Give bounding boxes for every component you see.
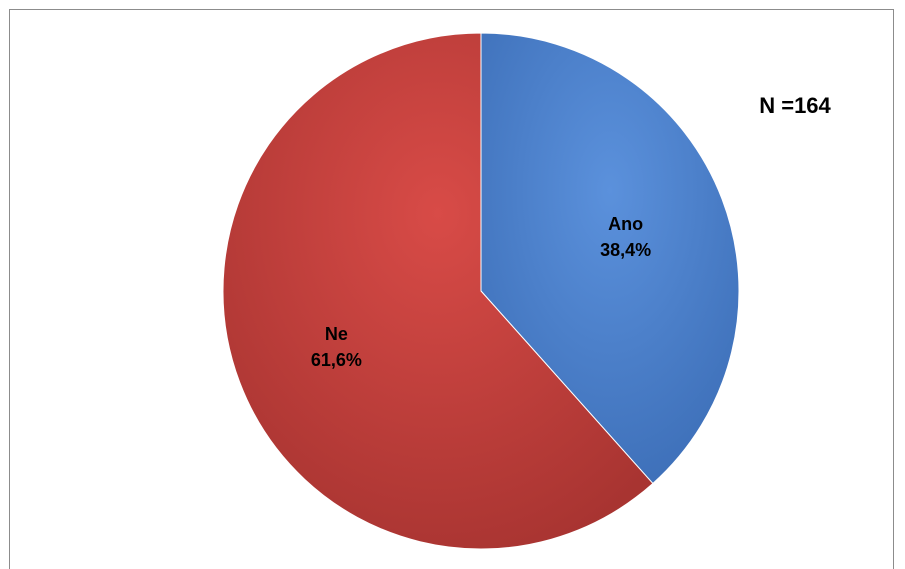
slice-category-label: Ano: [608, 214, 643, 234]
slice-value-label: 38,4%: [600, 240, 651, 260]
slice-value-label: 61,6%: [311, 350, 362, 370]
pie-slice-ne: [222, 32, 654, 550]
pie-slices: [222, 32, 740, 550]
slice-category-label: Ne: [325, 324, 348, 344]
slice-labels: Ano 38,4% Ne 61,6%: [311, 214, 651, 370]
pie-slice-ano: [480, 32, 740, 485]
sample-size-annotation: N =164: [759, 93, 831, 118]
